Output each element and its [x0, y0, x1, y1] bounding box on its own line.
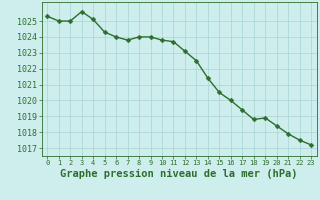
X-axis label: Graphe pression niveau de la mer (hPa): Graphe pression niveau de la mer (hPa)	[60, 169, 298, 179]
